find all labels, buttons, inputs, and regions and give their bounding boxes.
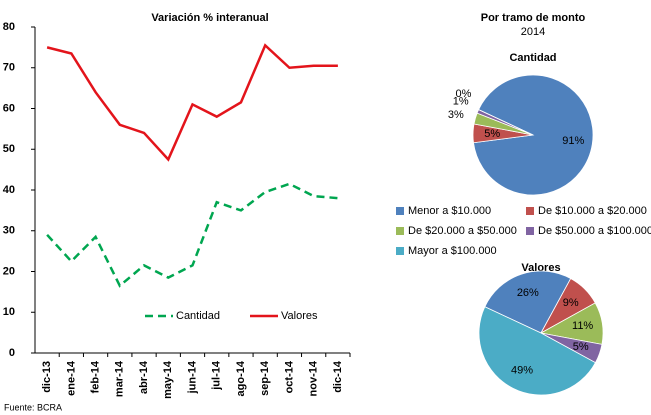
- legend-label: De $10.000 a $20.000: [538, 205, 647, 217]
- pie-label: 11%: [572, 320, 593, 332]
- y-tick-label: 30: [3, 225, 15, 237]
- pie-label: 49%: [511, 365, 533, 377]
- legend-swatch: [526, 227, 534, 235]
- pie-label: 1%: [453, 95, 469, 107]
- x-tick-label: abr-14: [138, 360, 150, 394]
- pie-label: 0%: [455, 88, 471, 100]
- pie-subheader: 2014: [521, 26, 545, 38]
- y-tick-label: 0: [9, 347, 15, 359]
- y-tick-label: 80: [3, 21, 15, 33]
- y-tick-label: 70: [3, 62, 15, 74]
- pie-slice: [473, 74, 594, 196]
- legend-label: Menor a $10.000: [408, 205, 491, 217]
- data-line: [46, 43, 338, 162]
- legend-label: Valores: [281, 310, 318, 322]
- x-tick-label: nov-14: [308, 360, 320, 396]
- y-tick-label: 10: [3, 306, 15, 318]
- pie-header: Por tramo de monto: [481, 12, 586, 24]
- legend-swatch: [396, 227, 404, 235]
- y-tick-label: 60: [3, 102, 15, 114]
- chart-title: Variación % interanual: [151, 12, 268, 24]
- legend-swatch: [396, 207, 404, 215]
- y-tick-label: 40: [3, 184, 15, 196]
- y-tick-label: 50: [3, 143, 15, 155]
- x-tick-label: jun-14: [186, 360, 198, 394]
- x-tick-label: ene-14: [65, 360, 77, 396]
- legend-swatch: [526, 207, 534, 215]
- data-line: [46, 182, 338, 288]
- pie-label: 26%: [517, 287, 539, 299]
- x-tick-label: may-14: [162, 360, 174, 399]
- x-tick-label: ago-14: [235, 360, 247, 396]
- source: Fuente: BCRA: [4, 402, 62, 412]
- x-tick-label: dic-13: [41, 361, 53, 393]
- legend-label: Mayor a $100.000: [408, 245, 497, 257]
- x-tick-label: dic-14: [332, 360, 344, 393]
- pie-label: 91%: [562, 135, 584, 147]
- x-tick-label: mar-14: [114, 360, 126, 397]
- pie-label: 3%: [448, 109, 464, 121]
- legend-label: De $50.000 a $100.000: [538, 225, 651, 237]
- legend-swatch: [396, 247, 404, 255]
- pie-label: 5%: [484, 128, 500, 140]
- x-tick-label: sep-14: [259, 360, 271, 396]
- y-tick-label: 20: [3, 265, 15, 277]
- pie-label: 9%: [563, 297, 579, 309]
- x-tick-label: oct-14: [283, 360, 295, 393]
- pie-slice: [478, 109, 534, 136]
- x-tick-label: jul-14: [211, 360, 223, 391]
- pie-title: Valores: [521, 262, 560, 274]
- x-tick-label: feb-14: [89, 360, 101, 393]
- pie-title: Cantidad: [509, 52, 556, 64]
- pie-label: 5%: [573, 341, 589, 353]
- legend-label: De $20.000 a $50.000: [408, 225, 517, 237]
- pie-slice: [478, 306, 596, 396]
- legend-label: Cantidad: [176, 310, 220, 322]
